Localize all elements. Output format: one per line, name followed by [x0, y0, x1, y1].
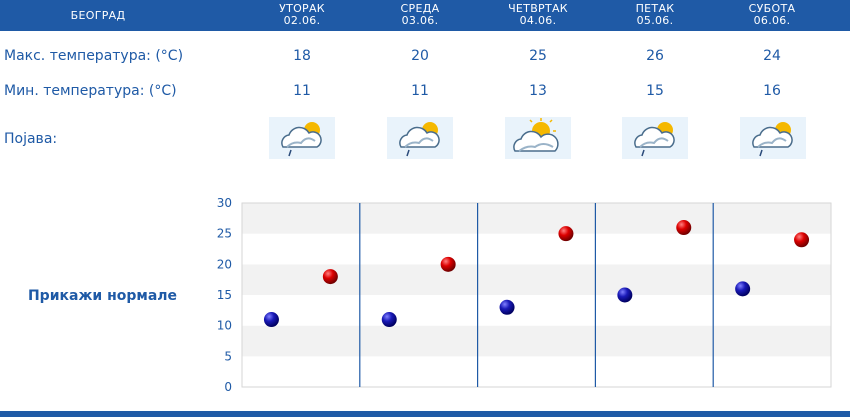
max-temperature-label: Макс. температура: (°C) — [4, 48, 184, 64]
y-tick-label: 30 — [217, 196, 232, 210]
grid-band — [242, 233, 831, 265]
min-temperature-value: 11 — [411, 83, 429, 99]
day-column-header: ЧЕТВРТАК 04.06. — [488, 3, 588, 27]
day-column-header: СРЕДА 03.06. — [370, 3, 470, 27]
phenomenon-label: Појава: — [4, 131, 58, 147]
min-temperature-value: 13 — [529, 83, 547, 99]
temperature-chart: 0 5 10 15 20 25 30 — [217, 196, 832, 394]
max-temperature-value: 18 — [293, 48, 311, 64]
max-temperature-point — [558, 226, 574, 242]
day-name: УТОРАК — [279, 2, 325, 15]
max-temperature-point — [676, 220, 692, 236]
day-column-header: СУБОТА 06.06. — [722, 3, 822, 27]
day-date: 04.06. — [519, 14, 557, 27]
y-tick-label: 5 — [224, 349, 232, 363]
min-temperature-point — [499, 299, 515, 315]
min-temperature-point — [263, 312, 279, 328]
y-tick-label: 15 — [217, 288, 232, 302]
max-temperature-value: 25 — [529, 48, 547, 64]
day-column-header: УТОРАК 02.06. — [252, 3, 352, 27]
min-temperature-point — [617, 287, 633, 303]
max-temperature-value: 26 — [646, 48, 664, 64]
max-temperature-value: 24 — [763, 48, 781, 64]
day-date: 03.06. — [401, 14, 439, 27]
forecast-header: БЕОГРАД УТОРАК 02.06. СРЕДА 03.06. ЧЕТВР… — [0, 0, 850, 31]
plot-border — [241, 202, 832, 388]
y-tick-label: 25 — [217, 227, 232, 241]
cloud-sun-rain-icon — [622, 117, 688, 159]
max-temperature-point — [440, 256, 456, 272]
y-tick-label: 20 — [217, 257, 232, 271]
y-tick-label: 10 — [217, 319, 232, 333]
cloud-sun-rain-icon — [740, 117, 806, 159]
min-temperature-point — [735, 281, 751, 297]
grid-band — [242, 203, 831, 234]
min-temperature-value: 16 — [763, 83, 781, 99]
y-tick-label: 0 — [224, 380, 232, 394]
day-name: ПЕТАК — [635, 2, 675, 15]
footer-bar — [0, 411, 850, 417]
min-temperature-value: 11 — [293, 83, 311, 99]
day-date: 02.06. — [283, 14, 321, 27]
grid-band — [242, 325, 831, 357]
min-temperature-point — [381, 312, 397, 328]
max-temperature-value: 20 — [411, 48, 429, 64]
day-date: 06.06. — [753, 14, 791, 27]
grid-band — [242, 264, 831, 295]
cloud-sun-icon — [505, 117, 571, 159]
cloud-sun-rain-icon — [387, 117, 453, 159]
day-name: СРЕДА — [400, 2, 440, 15]
max-temperature-point — [322, 269, 338, 285]
day-name: СУБОТА — [748, 2, 796, 15]
show-normals-link[interactable]: Прикажи нормале — [27, 288, 178, 304]
day-name: ЧЕТВРТАК — [508, 2, 568, 15]
day-column-header: ПЕТАК 05.06. — [605, 3, 705, 27]
max-temperature-point — [794, 232, 810, 248]
grid-band — [242, 295, 831, 326]
cloud-sun-rain-icon — [269, 117, 335, 159]
city-name: БЕОГРАД — [70, 9, 126, 22]
day-date: 05.06. — [636, 14, 674, 27]
grid-band — [242, 356, 831, 387]
min-temperature-label: Мин. температура: (°C) — [4, 83, 177, 99]
min-temperature-value: 15 — [646, 83, 664, 99]
